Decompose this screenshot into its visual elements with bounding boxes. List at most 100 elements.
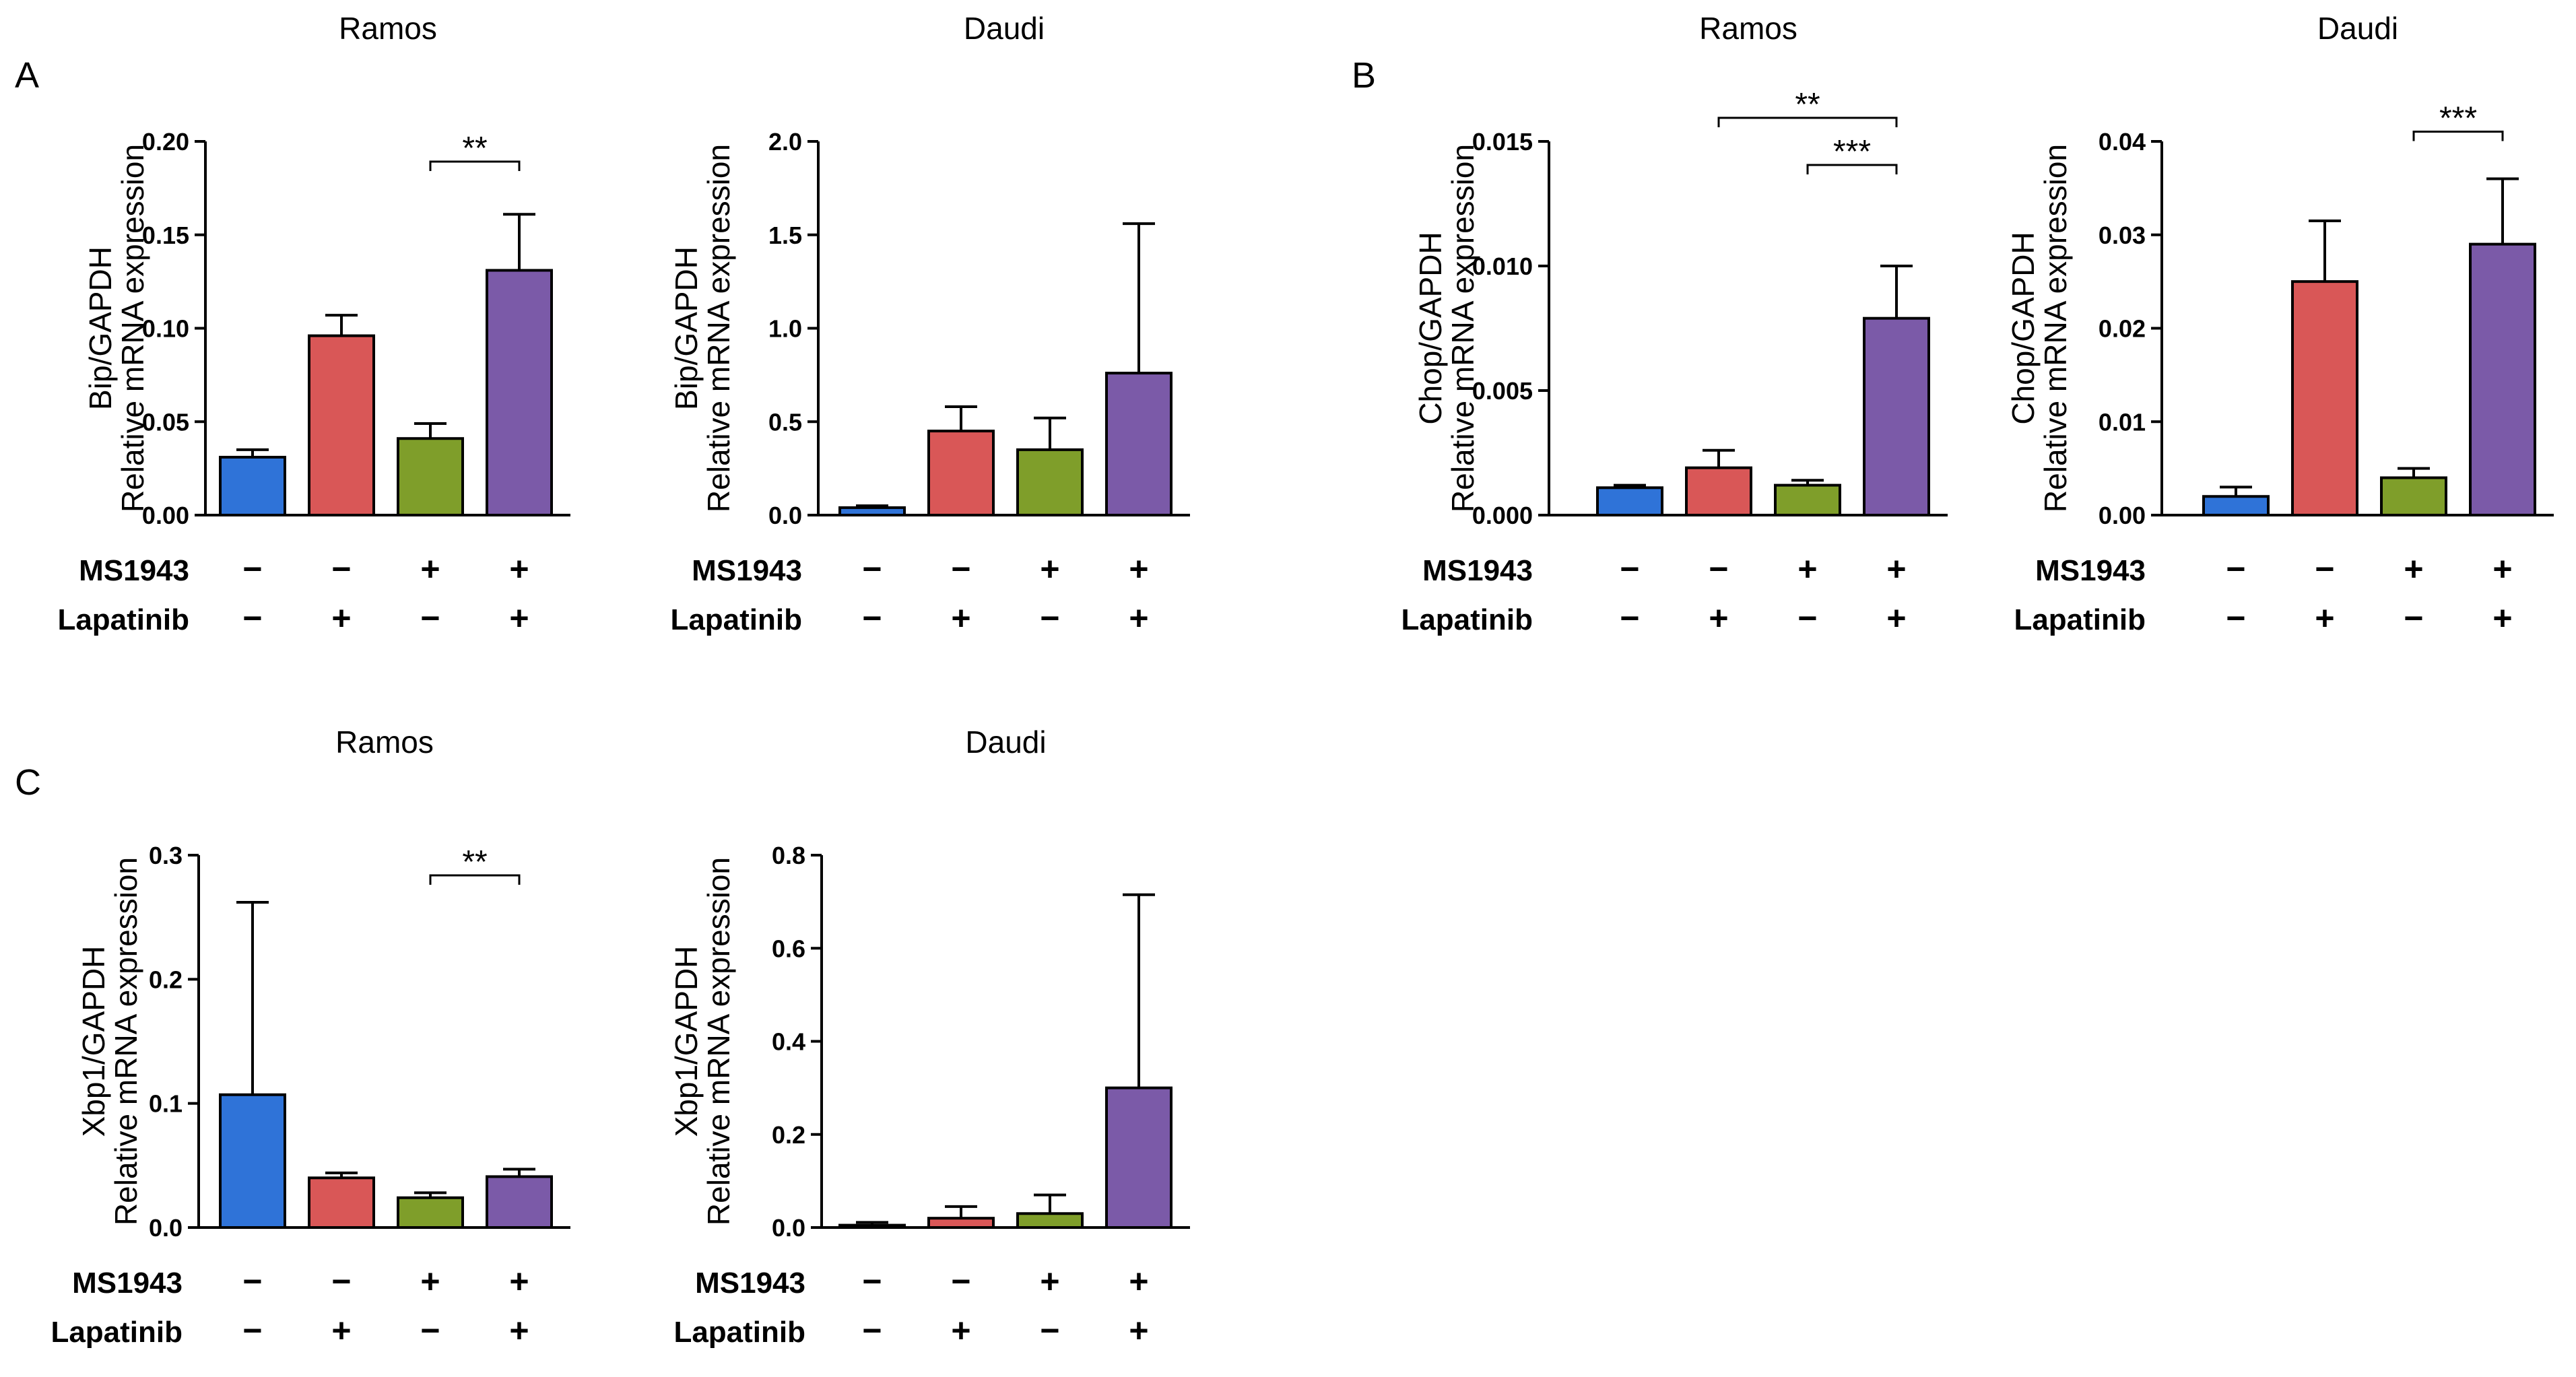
lapatinib-row-label: Lapatinib: [673, 1316, 805, 1349]
plus-symbol: +: [420, 550, 440, 588]
y-tick-label: 0.04: [2099, 128, 2146, 156]
bar: [927, 430, 995, 516]
chart-title: Daudi: [964, 11, 1045, 46]
plus-symbol: +: [2492, 599, 2512, 637]
significance-label: ***: [2439, 101, 2477, 137]
minus-symbol: −: [420, 1312, 440, 1349]
y-axis-label: Bip/GAPDH: [83, 246, 118, 410]
plus-symbol: +: [420, 1263, 440, 1300]
plus-symbol: +: [1886, 550, 1906, 588]
bar: [927, 1217, 995, 1230]
bar: [397, 1196, 464, 1230]
plus-symbol: +: [951, 1312, 970, 1349]
plus-symbol: +: [509, 550, 529, 588]
plus-symbol: +: [509, 599, 529, 637]
bar: [486, 1175, 553, 1230]
bar: [308, 1176, 375, 1230]
significance-bracket: [1717, 116, 1898, 127]
y-tick-label: 0.005: [1472, 377, 1533, 405]
bar: [1685, 466, 1752, 517]
y-tick-label: 0.3: [149, 842, 183, 869]
panel-label-c: C: [15, 762, 41, 803]
minus-symbol: −: [242, 550, 262, 588]
plus-symbol: +: [509, 1312, 529, 1349]
minus-symbol: −: [951, 1263, 970, 1300]
significance-bracket: [2412, 131, 2504, 141]
bar: [219, 1093, 286, 1229]
y-tick-label: 0.0: [772, 1214, 805, 1242]
bar: [2469, 242, 2536, 516]
y-axis-label: Relative mRNA expression: [115, 144, 150, 512]
ms1943-row-label: MS1943: [2035, 554, 2146, 587]
ms1943-row-label: MS1943: [695, 1267, 805, 1300]
y-tick-label: 0.0: [768, 502, 802, 529]
significance-label: **: [462, 131, 487, 166]
plus-symbol: +: [1797, 550, 1817, 588]
bar: [397, 437, 464, 516]
plus-symbol: +: [2315, 599, 2334, 637]
plus-symbol: +: [331, 1312, 351, 1349]
minus-symbol: −: [420, 599, 440, 637]
minus-symbol: −: [862, 1312, 882, 1349]
plus-symbol: +: [1040, 550, 1059, 588]
minus-symbol: −: [2404, 599, 2423, 637]
bar: [1863, 316, 1930, 516]
y-tick-label: 0.20: [142, 128, 189, 156]
significance-label: **: [462, 844, 487, 880]
y-tick-label: 0.1: [149, 1090, 183, 1118]
y-tick-label: 0.015: [1472, 128, 1533, 156]
bar: [2380, 476, 2447, 516]
plus-symbol: +: [951, 599, 970, 637]
bar: [838, 1223, 906, 1229]
bar: [2202, 495, 2270, 516]
significance-label: **: [1795, 87, 1820, 123]
y-tick-label: 0.03: [2099, 222, 2146, 249]
minus-symbol: −: [1620, 599, 1639, 637]
plus-symbol: +: [1129, 1312, 1148, 1349]
y-tick-label: 0.05: [142, 408, 189, 436]
bar: [1016, 448, 1084, 516]
y-axis-label: Relative mRNA expression: [2038, 144, 2073, 512]
bar: [1596, 486, 1663, 516]
plus-symbol: +: [331, 599, 351, 637]
plus-symbol: +: [1709, 599, 1728, 637]
y-axis-label: Relative mRNA expression: [108, 857, 143, 1225]
y-tick-label: 0.01: [2099, 408, 2146, 436]
plus-symbol: +: [1129, 1263, 1148, 1300]
lapatinib-row-label: Lapatinib: [57, 603, 189, 636]
plus-symbol: +: [1129, 550, 1148, 588]
minus-symbol: −: [1040, 1312, 1059, 1349]
significance-label: ***: [1833, 134, 1871, 170]
y-tick-label: 0.8: [772, 842, 805, 869]
plus-symbol: +: [1129, 599, 1148, 637]
minus-symbol: −: [331, 1263, 351, 1300]
y-axis-label: Bip/GAPDH: [669, 246, 704, 410]
y-tick-label: 0.5: [768, 408, 802, 436]
minus-symbol: −: [951, 550, 970, 588]
minus-symbol: −: [862, 599, 882, 637]
minus-symbol: −: [1797, 599, 1817, 637]
plus-symbol: +: [2492, 550, 2512, 588]
y-axis-label: Relative mRNA expression: [701, 857, 736, 1225]
y-tick-label: 0.6: [772, 935, 805, 962]
ms1943-row-label: MS1943: [1422, 554, 1533, 587]
y-axis-label: Chop/GAPDH: [2006, 232, 2041, 424]
panel-label-a: A: [15, 55, 39, 96]
minus-symbol: −: [242, 599, 262, 637]
bar: [1016, 1212, 1084, 1229]
y-tick-label: 0.00: [2099, 502, 2146, 529]
y-axis-label: Xbp1/GAPDH: [669, 946, 704, 1137]
minus-symbol: −: [2226, 550, 2245, 588]
bar: [1105, 1086, 1173, 1229]
lapatinib-row-label: Lapatinib: [1401, 603, 1533, 636]
bar: [486, 269, 553, 516]
bar: [308, 334, 375, 516]
minus-symbol: −: [2226, 599, 2245, 637]
y-axis-label: Relative mRNA expression: [1445, 144, 1480, 512]
